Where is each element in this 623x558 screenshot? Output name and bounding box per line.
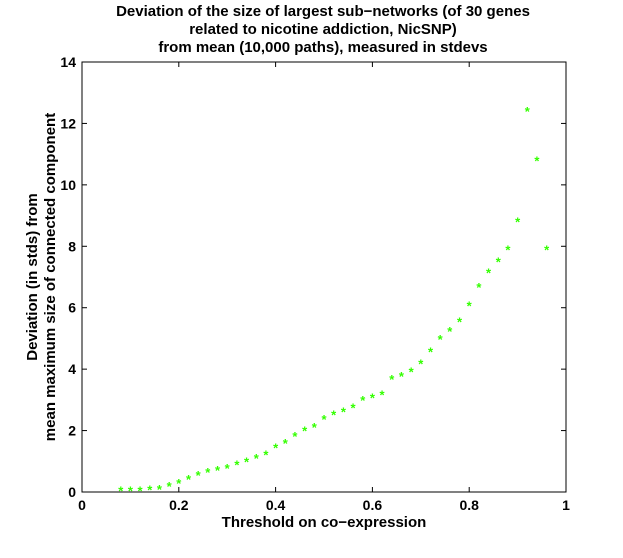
data-point: * <box>351 401 357 416</box>
y-tick-label: 14 <box>60 54 76 70</box>
y-tick-label: 4 <box>68 361 76 377</box>
chart-title: Deviation of the size of largest sub−net… <box>116 3 530 56</box>
data-point: * <box>418 357 424 372</box>
data-point: * <box>215 463 221 478</box>
data-point: * <box>380 387 386 402</box>
data-point: * <box>505 242 511 257</box>
data-point: * <box>273 440 279 455</box>
data-point: * <box>438 332 444 347</box>
x-tick-label: 0.4 <box>266 497 286 513</box>
data-point: * <box>157 482 163 497</box>
axis-ticks <box>81 61 567 493</box>
data-point: * <box>428 344 434 359</box>
data-point: * <box>234 457 240 472</box>
y-tick-label: 8 <box>68 238 76 254</box>
y-tick-label: 12 <box>60 115 76 131</box>
data-point: * <box>331 408 337 423</box>
data-point: * <box>476 280 482 295</box>
x-tick-label: 0.2 <box>169 497 189 513</box>
title-line-3: from mean (10,000 paths), measured in st… <box>158 39 487 56</box>
data-point: * <box>167 479 173 494</box>
title-line-1: Deviation of the size of largest sub−net… <box>116 3 530 20</box>
data-point: * <box>176 476 182 491</box>
data-point: * <box>496 255 502 270</box>
data-point: * <box>486 265 492 280</box>
data-point: * <box>186 472 192 487</box>
data-point: * <box>244 454 250 469</box>
data-point: * <box>147 483 153 498</box>
data-point: * <box>225 461 231 476</box>
y-axis-label-line-2: mean maximum size of connected component <box>42 113 59 441</box>
data-point: * <box>263 448 269 463</box>
data-point: * <box>370 390 376 405</box>
x-tick-label: 0.6 <box>363 497 383 513</box>
data-point: * <box>128 483 134 498</box>
data-point: * <box>389 372 395 387</box>
x-tick-label: 0.8 <box>459 497 479 513</box>
data-point: * <box>515 215 521 230</box>
data-point: * <box>399 369 405 384</box>
data-point: * <box>341 405 347 420</box>
y-tick-label: 6 <box>68 300 76 316</box>
data-point: * <box>321 412 327 427</box>
data-point: * <box>360 393 366 408</box>
y-tick-label: 10 <box>60 177 76 193</box>
data-points: * * * * * * * * * * * * * * * * * * * * ** * * ** * ** * **********… <box>118 104 550 498</box>
data-point: * <box>467 298 473 313</box>
y-axis-label-line-1: Deviation (in stds) from <box>24 193 41 361</box>
data-point: * <box>544 242 550 257</box>
y-tick-label: 0 <box>68 484 76 500</box>
x-axis-label: Threshold on co−expression <box>222 514 427 531</box>
x-tick-label: 1 <box>562 497 570 513</box>
data-point: * <box>283 436 289 451</box>
plot-frame <box>81 61 567 493</box>
data-point: * <box>525 104 531 119</box>
data-point: * <box>254 451 260 466</box>
data-point: * <box>447 324 453 339</box>
x-tick-label: 0 <box>78 497 86 513</box>
data-point: * <box>118 483 124 498</box>
data-point: * <box>312 420 318 435</box>
data-point: * <box>457 315 463 330</box>
data-point: * <box>205 465 211 480</box>
y-tick-label: 2 <box>68 423 76 439</box>
data-point: * <box>138 483 144 498</box>
data-point: * <box>196 468 202 483</box>
data-point: * <box>302 424 308 439</box>
data-point: * <box>292 429 298 444</box>
data-point: * <box>534 153 540 168</box>
title-line-2: related to nicotine addiction, NicSNP) <box>189 21 457 38</box>
data-point: * <box>409 365 415 380</box>
y-axis-label: Deviation (in stds) from mean maximum si… <box>24 113 59 441</box>
